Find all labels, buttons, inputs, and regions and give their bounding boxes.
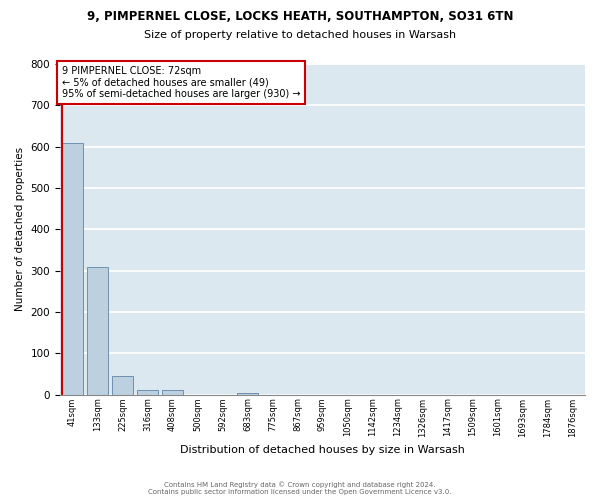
Text: Contains HM Land Registry data © Crown copyright and database right 2024.
Contai: Contains HM Land Registry data © Crown c… [148, 482, 452, 495]
Bar [112, 376, 133, 394]
Bar [62, 142, 83, 394]
Bar [237, 392, 258, 394]
Text: 9, PIMPERNEL CLOSE, LOCKS HEATH, SOUTHAMPTON, SO31 6TN: 9, PIMPERNEL CLOSE, LOCKS HEATH, SOUTHAM… [87, 10, 513, 23]
Text: 9 PIMPERNEL CLOSE: 72sqm
← 5% of detached houses are smaller (49)
95% of semi-de: 9 PIMPERNEL CLOSE: 72sqm ← 5% of detache… [62, 66, 300, 100]
Bar [87, 268, 108, 394]
Bar [137, 390, 158, 394]
Text: Size of property relative to detached houses in Warsash: Size of property relative to detached ho… [144, 30, 456, 40]
Bar [162, 390, 183, 394]
Y-axis label: Number of detached properties: Number of detached properties [15, 148, 25, 312]
X-axis label: Distribution of detached houses by size in Warsash: Distribution of detached houses by size … [180, 445, 465, 455]
